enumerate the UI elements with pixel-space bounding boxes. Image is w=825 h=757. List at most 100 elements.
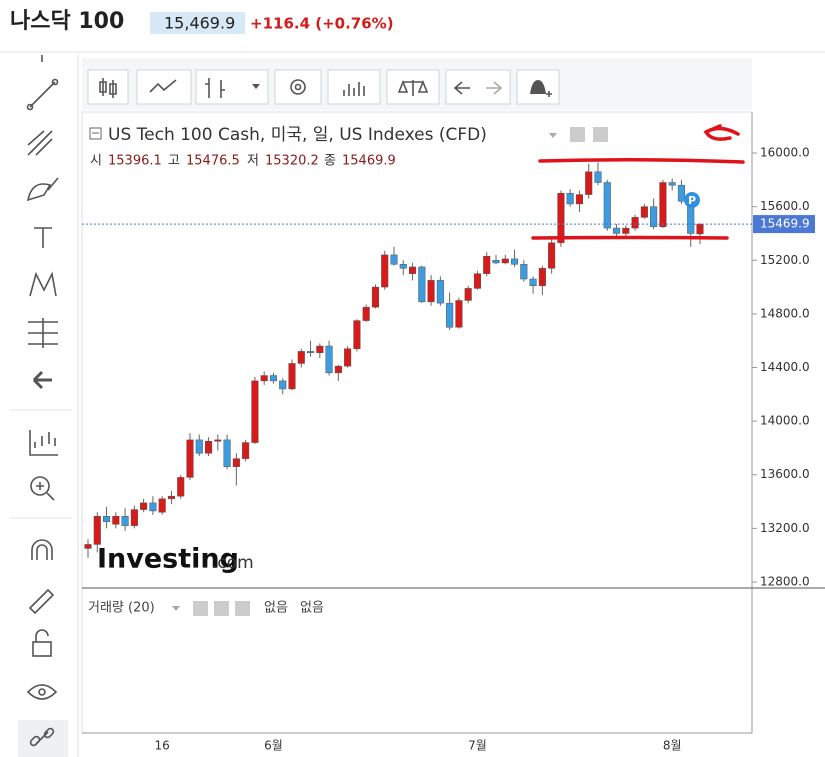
candle-body [279,380,287,390]
candle-body [362,306,370,321]
candle-body [214,439,222,442]
symbol: 나스닥 100 [10,9,124,34]
tool[interactable] [26,78,59,111]
y-tick-label: 14000.0 [760,414,810,428]
visibility-button[interactable] [193,601,208,616]
tool[interactable] [32,629,52,657]
candle-body [612,227,621,234]
visibility-button[interactable] [570,127,585,142]
candle-body [640,206,648,218]
settings-button[interactable] [593,127,608,142]
y-tick-label: 13200.0 [760,521,810,535]
candle-body [566,192,574,205]
candle-body [112,516,120,525]
candle-body [529,278,537,286]
ohlc-label: 저 [247,154,259,169]
candle-body [510,258,519,265]
ohlc-label: 고 [168,154,180,169]
candle-body [622,227,630,234]
button[interactable] [136,69,192,105]
candle-body [195,439,203,454]
candle-body [102,516,111,522]
tool[interactable] [28,318,58,348]
ohlc-value: 15469.9 [342,154,396,169]
chart-title: US Tech 100 Cash, 미국, 일, US Indexes (CFD… [108,125,487,145]
tool[interactable] [32,370,52,390]
chart-frame [81,111,753,734]
price: 15,469.9 [164,14,235,33]
watermark-brand: Investing [97,544,239,575]
candle-body [381,254,389,288]
candle-body [659,182,667,227]
settings-button[interactable] [214,601,229,616]
ohlc-legend: 시 15396.1 고 15476.5 저 15320.2 종 15469.9 [90,154,396,169]
candle-body [149,502,157,512]
tool[interactable] [26,177,59,202]
candle-body [483,255,491,274]
tool[interactable] [27,130,53,156]
candle-body [177,477,185,497]
candle-body [204,440,213,454]
candle-body [408,266,417,274]
candle-body [631,217,639,229]
tool[interactable] [31,539,53,560]
tool[interactable] [29,271,57,297]
y-tick-label: 12800.0 [760,574,810,588]
top-toolbar [82,58,752,110]
candles [84,162,704,558]
candle-body [473,273,482,289]
tool[interactable] [26,684,58,700]
candle-body [242,442,250,459]
candle-body [464,288,472,301]
button[interactable] [274,69,322,105]
ohlc-label: 종 [324,154,336,169]
candle-body [260,375,268,382]
candle-body [399,264,407,269]
candle-body [334,365,342,374]
tool[interactable] [34,227,52,248]
candle-body [538,268,546,286]
ohlc-value: 15320.2 [265,154,319,169]
candle-body [548,242,556,269]
tool[interactable] [29,430,58,456]
candle-body [353,320,361,349]
event-marker[interactable] [684,192,700,208]
candle-body [492,260,500,264]
x-tick-label: 6월 [264,739,283,753]
candle-body [371,286,380,308]
candle-body [130,509,138,526]
collapse-button[interactable] [89,127,102,140]
candle-body [316,345,324,353]
candle-body [603,182,611,229]
candle-body [306,351,315,353]
candle-body [677,184,686,202]
candle-body [520,264,528,280]
change: +116.4 (+0.76%) [250,15,394,33]
close-button[interactable] [235,601,250,616]
candle-body [585,171,593,195]
candle-body [427,280,435,303]
candle-body [446,302,454,328]
volume-status: 없음 [264,601,288,616]
candle-body [668,182,676,186]
left-toolbar [10,55,79,757]
y-tick-label: 15600.0 [760,199,810,213]
candle-body [557,192,565,244]
candle-body [288,363,296,390]
tool[interactable] [30,476,55,501]
y-tick-label: 15200.0 [760,253,810,267]
button[interactable] [87,69,129,105]
candle-body [455,300,463,328]
candle-body [269,375,278,382]
button[interactable] [327,69,381,105]
watermark-suffix: .com [212,553,254,573]
y-tick-label: 14800.0 [760,306,810,320]
tool[interactable] [29,727,55,747]
candle-body [140,502,148,510]
candle-body [344,348,352,367]
volume-status: 없음 [300,601,324,616]
candle-body [232,458,240,467]
candle-body [575,194,584,205]
tool[interactable] [28,588,55,615]
